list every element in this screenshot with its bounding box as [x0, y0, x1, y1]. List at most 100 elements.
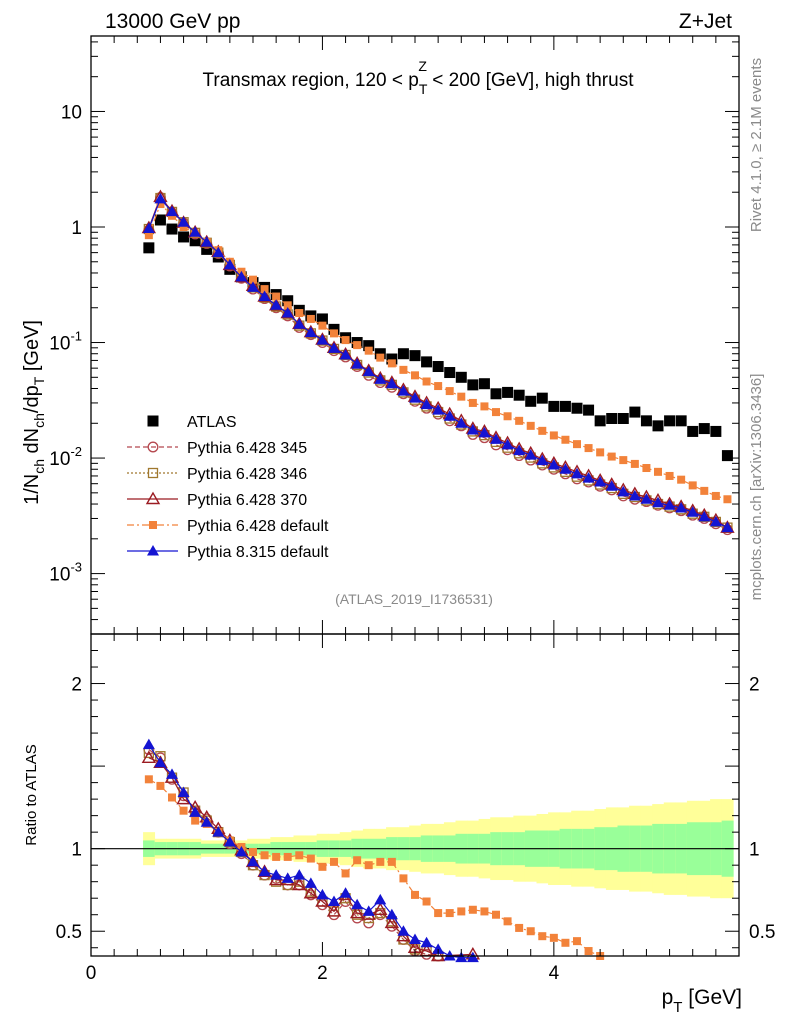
main-point-atlas	[363, 340, 375, 352]
ylabel-part-4: [GeV]	[21, 320, 43, 377]
main-point-atlas	[397, 348, 409, 360]
main-point-p8	[455, 417, 468, 428]
ratio-point-p8	[235, 845, 248, 857]
main-point-p6def	[630, 459, 639, 468]
main-ytick-label: 10-3	[49, 560, 82, 586]
xtick-label: 0	[86, 963, 97, 984]
ratio-ytick-label: 2	[71, 675, 82, 696]
ratio-ytick-label: 1	[71, 840, 82, 861]
main-point-p8	[304, 326, 317, 338]
side-label-top: Rivet 4.1.0, ≥ 2.1M events	[748, 58, 765, 232]
main-plot-area	[141, 189, 735, 536]
main-point-p8	[524, 449, 537, 460]
main-ytick-label: 10-2	[49, 444, 82, 470]
ratio-point-p6def	[144, 775, 153, 784]
main-title: Transmax region, 120 < pTZ < 200 [GeV], …	[203, 58, 635, 97]
ratio-point-p6def	[306, 854, 315, 863]
main-line-p346	[148, 196, 728, 529]
main-point-atlas	[640, 415, 652, 427]
main-point-p8	[582, 472, 595, 483]
main-point-p8	[559, 463, 572, 474]
main-series-p6def	[144, 200, 732, 504]
main-point-atlas	[432, 361, 444, 373]
main-point-p8	[362, 365, 375, 377]
legend-marker-p8	[147, 545, 159, 556]
main-point-atlas	[629, 406, 641, 418]
main-point-p8	[617, 485, 630, 497]
ratio-point-p8	[316, 888, 329, 900]
main-point-p6def	[480, 402, 489, 411]
ratio-point-p8	[281, 872, 294, 883]
main-point-p8	[663, 499, 676, 510]
legend-label-atlas: ATLAS	[187, 414, 237, 431]
header-left: 13000 GeV pp	[105, 10, 240, 33]
main-point-p8	[212, 246, 225, 258]
main-point-atlas	[166, 223, 178, 235]
ratio-point-p6def	[492, 910, 500, 919]
ratio-point-p6def	[515, 923, 524, 932]
main-point-p6def	[353, 341, 362, 350]
ratio-point-p6def	[411, 890, 419, 899]
main-point-p8	[605, 480, 618, 491]
ratio-point-p8	[189, 806, 202, 817]
ratio-point-p370	[430, 948, 446, 962]
header-right: Z+Jet	[679, 10, 732, 33]
ratio-point-p8	[293, 869, 306, 880]
main-point-atlas	[606, 412, 618, 424]
ylabel-sub-ch-1: ch	[31, 459, 47, 474]
main-point-p8	[374, 373, 387, 384]
ratio-ytick-label-right: 0.5	[749, 922, 775, 943]
ratio-point-p6def	[561, 938, 570, 947]
ratio-point-p346	[375, 907, 386, 919]
main-point-p8	[721, 521, 734, 533]
main-ytick-label: 10	[61, 102, 82, 123]
ratio-point-p8	[339, 887, 352, 898]
main-point-atlas	[617, 412, 629, 424]
ratio-point-p6def	[480, 907, 489, 916]
ratio-series-p8	[142, 738, 479, 963]
main-point-p8	[709, 515, 722, 527]
main-point-p8	[385, 377, 398, 389]
main-point-atlas	[444, 367, 456, 379]
ylabel-part-2: dN	[21, 428, 43, 459]
main-ytick-label: 1	[71, 218, 82, 239]
side-label-bottom: mcplots.cern.ch [arXiv:1306.3436]	[748, 374, 765, 601]
ratio-point-p370	[326, 904, 342, 917]
main-ytick-label: 10-1	[49, 329, 82, 355]
ratio-point-p6def	[272, 852, 281, 861]
main-point-p6def	[260, 285, 269, 294]
ratio-point-p8	[200, 816, 213, 827]
legend-label-p345: Pythia 6.428 345	[187, 440, 307, 457]
ratio-point-p8	[304, 877, 317, 888]
title-sup-z: Z	[418, 58, 427, 74]
main-point-p8	[328, 342, 340, 353]
ratio-point-p6def	[179, 806, 188, 815]
ratio-point-p8	[351, 898, 364, 910]
main-point-p6def	[677, 475, 686, 484]
main-point-atlas	[536, 392, 548, 404]
main-point-p8	[316, 334, 329, 345]
ratio-point-p6def	[260, 851, 269, 860]
xlabel-part-2: [GeV]	[682, 986, 742, 1009]
legend-marker-p370	[145, 491, 161, 505]
ratio-point-p6def	[503, 917, 512, 926]
main-point-p6def	[283, 301, 292, 310]
ratio-point-p6def	[249, 847, 257, 856]
main-point-p8	[466, 423, 479, 435]
main-point-p8	[594, 476, 607, 487]
main-point-atlas	[513, 389, 525, 401]
main-point-p6def	[584, 444, 593, 453]
main-point-atlas	[710, 425, 722, 437]
main-point-p8	[698, 510, 711, 522]
ratio-point-p6def	[283, 852, 292, 861]
ratio-point-p8	[223, 836, 236, 847]
ylabel-part-3: /dp	[21, 385, 43, 413]
main-point-p6def	[330, 329, 338, 338]
ratio-point-p8	[420, 936, 433, 948]
main-point-atlas	[525, 395, 537, 407]
ytick-base: 10	[49, 565, 70, 586]
main-point-p6def	[387, 359, 396, 368]
main-point-p6def	[654, 467, 662, 476]
main-point-p6def	[457, 392, 466, 401]
